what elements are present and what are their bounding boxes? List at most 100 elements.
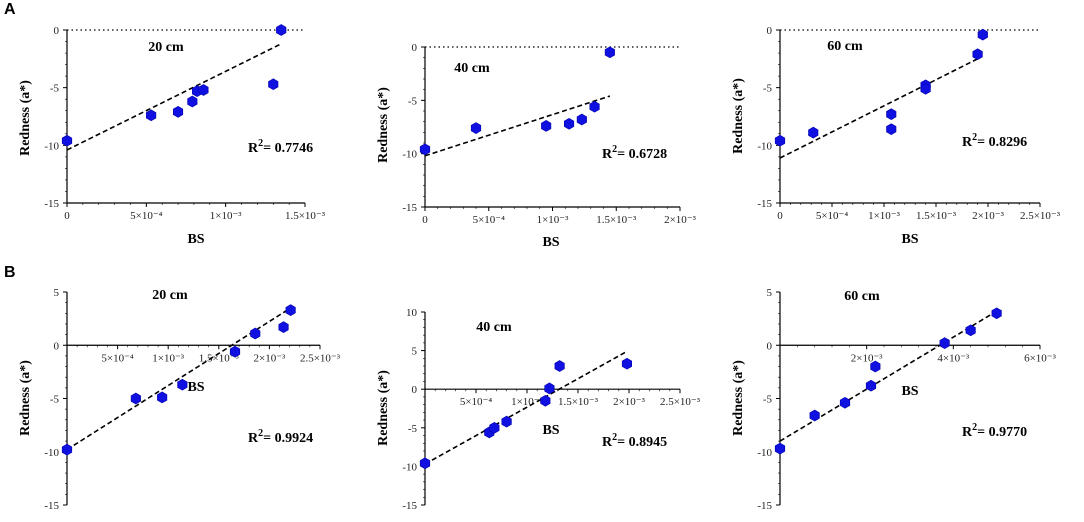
data-point [774,442,786,455]
regression-line [66,43,282,151]
x-tick-label: 2×10⁻³ [613,396,646,408]
data-point [604,46,615,59]
y-tick-label: -10 [757,447,772,459]
y-tick-label: -10 [757,140,772,152]
panel-label-b: B [4,264,16,281]
y-tick-label: -15 [757,500,772,512]
y-tick-label: 0 [412,384,418,396]
y-axis-title: Redness (a*) [376,370,391,446]
data-point [977,28,988,41]
data-point [278,321,289,333]
data-point [541,120,552,132]
data-point [589,100,600,113]
x-tick-label: 1×10⁻³ [152,352,185,364]
data-point [470,122,482,134]
data-point [198,84,209,96]
data-point [489,421,500,434]
chart-panel-b-20cm: -15 -10 -5 0 5 5×10⁻⁴ 1×10⁻³ 1.5×10⁻³ 2×10⁻³ 2.5×… [18,287,341,512]
y-tick-label: 0 [412,42,418,54]
x-tick-label: 1×10⁻³ [868,210,901,222]
y-tick-label: 5 [412,346,418,358]
x-tick-label: 2×10⁻³ [851,352,884,364]
data-point [865,379,877,392]
y-tick-label: -5 [50,83,60,95]
r-squared-label: R2= 0.7746 [248,138,313,156]
x-tick-label: 1.5×10⁻³ [558,396,599,408]
data-point [177,378,188,391]
y-axis-title: Redness (a*) [18,80,33,156]
data-point [886,108,897,121]
x-tick-label: 1×10⁻³ [511,396,544,408]
y-tick-label: 5 [54,287,60,299]
r-squared-value: 0.9770 [989,425,1028,440]
data-point [544,382,555,395]
data-point [939,337,950,349]
data-point [839,396,851,409]
depth-label: 60 cm [844,289,880,304]
y-axis-title: Redness (a*) [731,360,746,436]
y-tick-label: -5 [50,394,60,406]
regression-line [424,350,628,465]
x-axis-title: BS [542,423,559,438]
r-squared-value: 0.8296 [989,135,1028,150]
depth-label: 60 cm [827,39,863,54]
y-tick-label: -10 [402,149,417,161]
regression-line [779,310,998,442]
data-point [774,134,786,147]
data-point [146,109,157,122]
x-tick-label: 4×10⁻³ [937,352,970,364]
r-squared-value: 0.6728 [629,147,668,162]
data-point [130,392,141,405]
y-tick-label: -10 [44,447,59,459]
data-point [61,443,73,456]
y-tick-label: 0 [767,25,773,37]
panel-label-a: A [4,1,16,18]
r-squared-label: R2= 0.9770 [962,422,1027,440]
chart-panel-a-40cm: -15 -10 -5 0 0 5×10⁻⁴ 1×10⁻³ 1.5×10⁻³ 2×10⁻³ 40 c… [376,42,697,250]
regression-line [424,95,611,157]
data-point [501,415,512,428]
y-axis-title: Redness (a*) [18,360,33,436]
x-tick-label: 0 [64,210,70,222]
x-tick-label: 2×10⁻³ [972,210,1005,222]
y-tick-label: -5 [763,394,773,406]
depth-label: 20 cm [148,40,184,55]
y-tick-label: -10 [44,140,59,152]
x-tick-label: 2.5×10⁻³ [1020,210,1061,222]
y-axis-title: Redness (a*) [376,87,391,163]
y-tick-label: -15 [402,500,417,512]
data-point [563,117,575,130]
data-point [61,134,73,147]
depth-label: 40 cm [454,61,490,76]
data-point [554,360,565,372]
data-point [419,143,431,156]
r-squared-label: R2= 0.9924 [248,428,313,446]
y-tick-label: 10 [406,307,418,319]
x-axis-title: BS [542,235,559,250]
data-point [268,78,279,91]
data-point [886,123,897,136]
y-tick-label: -15 [402,202,417,214]
chart-panel-a-60cm: -15 -10 -5 0 0 5×10⁻⁴ 1×10⁻³ 1.5×10⁻³ 2×10⁻³ 2.5×… [731,25,1061,247]
data-point [540,394,551,407]
y-tick-label: -5 [763,83,773,95]
data-point [285,304,296,316]
r-squared-label: R2= 0.8296 [962,132,1027,150]
y-tick-label: 0 [767,340,773,352]
x-tick-label: 1.5×10⁻³ [596,214,637,226]
depth-label: 40 cm [476,320,512,335]
data-point [276,24,287,36]
x-tick-label: 5×10⁻⁴ [460,396,493,408]
x-tick-label: 1.5×10⁻³ [916,210,957,222]
chart-panel-a-20cm: -15 -10 -5 0 0 5×10⁻⁴ 1×10⁻³ 1.5×10⁻³ 20 cm BS Red… [18,24,326,247]
x-axis-title: BS [901,384,918,399]
x-tick-label: 0 [422,214,428,226]
x-tick-label: 2.5×10⁻³ [300,352,341,364]
x-tick-label: 2×10⁻³ [664,214,697,226]
y-tick-label: 5 [767,287,773,299]
data-point [809,409,820,422]
data-point [173,106,184,118]
y-tick-label: -15 [44,198,59,210]
x-axis-title: BS [187,380,204,395]
